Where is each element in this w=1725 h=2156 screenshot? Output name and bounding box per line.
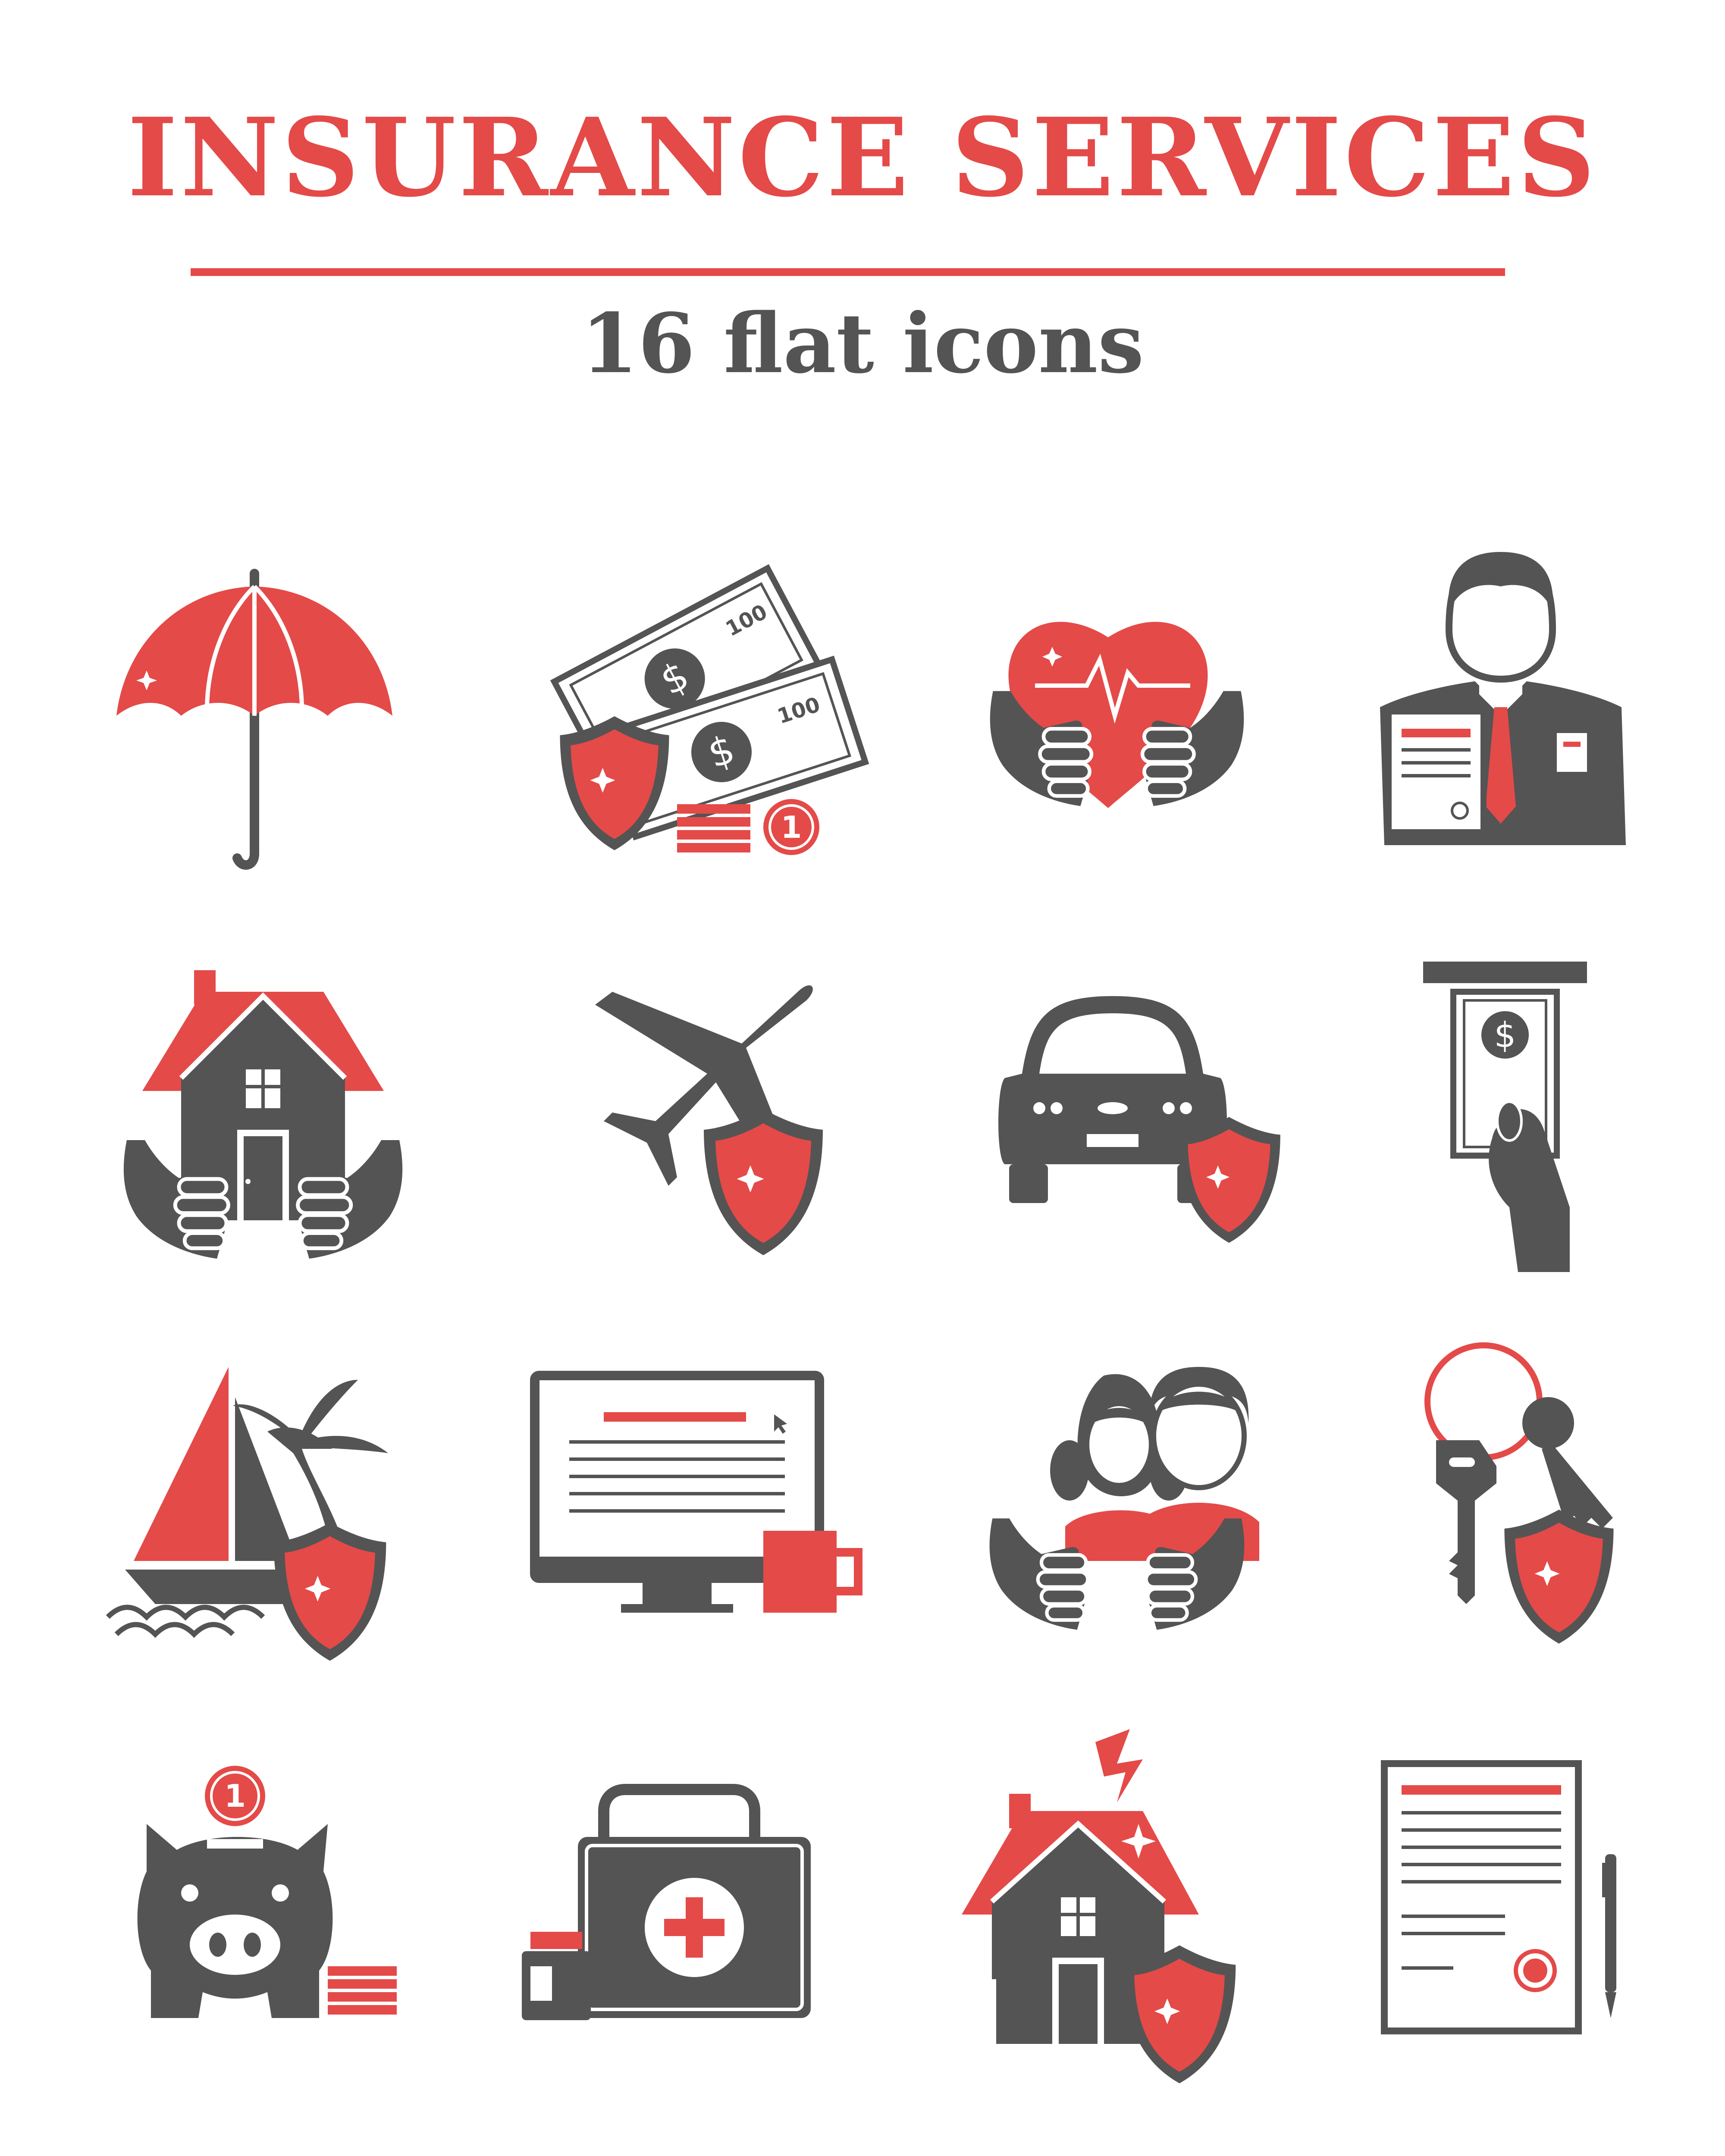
house-in-hands-icon [124,970,402,1259]
umbrella-icon [116,569,392,870]
computer-document-mug-icon [530,1371,862,1613]
car-shield-icon [998,996,1280,1243]
page-subtitle: 16 flat icons [581,295,1144,392]
signed-contract-pen-icon [1381,1760,1616,2034]
insurance-agent-icon [1380,552,1626,845]
title-underline [191,268,1505,276]
money-shield-icon: $ 100 $ 100 1 [550,564,869,855]
keys-shield-icon [1424,1342,1614,1644]
travel-boat-palm-shield-icon [106,1367,388,1661]
heart-in-hands-icon [990,622,1244,808]
airplane-shield-icon [595,985,823,1255]
dollar-sign: $ [1494,1015,1516,1055]
page-title: INSURANCE SERVICES [127,94,1598,221]
cash-withdrawal-icon: $ [1423,962,1587,1272]
piggy-coin-value: 1 [224,1778,246,1814]
children-in-hands-icon [990,1367,1259,1630]
first-aid-kit-icon [522,1784,811,2020]
coin-value: 1 [781,810,802,845]
house-damage-shield-icon [962,1729,1236,2084]
piggy-bank-icon: 1 [137,1766,397,2018]
